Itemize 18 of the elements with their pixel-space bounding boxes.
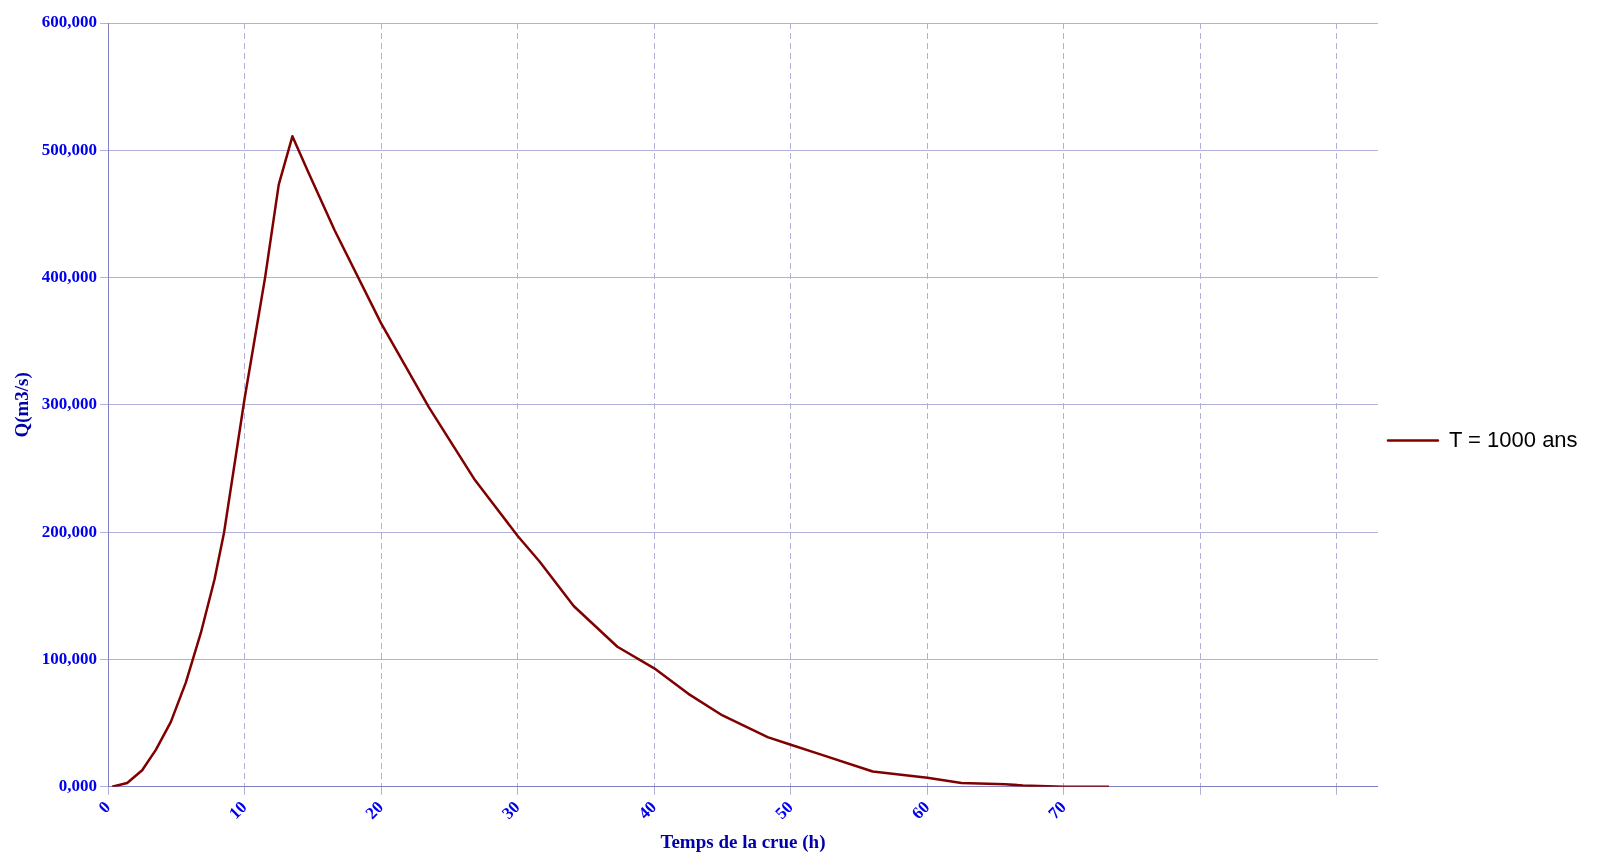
y-tick-label: 0,000: [58, 776, 98, 796]
y-axis-title: Q(m3/s): [11, 372, 34, 438]
x-tick-label: 10: [225, 797, 251, 823]
y-tick-label: 100,000: [41, 648, 98, 668]
y-tick-label: 300,000: [41, 394, 98, 414]
y-tick-label: 400,000: [41, 266, 98, 286]
x-tick-label: 40: [634, 797, 661, 823]
legend-label: T = 1000 ans: [1448, 426, 1578, 452]
x-tick-label: 70: [1044, 797, 1070, 823]
y-tick-label: 600,000: [41, 12, 98, 32]
y-tick-label: 500,000: [41, 139, 98, 159]
x-tick-label: 30: [498, 797, 524, 823]
x-tick-label: 50: [771, 797, 797, 823]
x-tick-label: 0: [94, 797, 114, 817]
x-tick-label: 60: [907, 797, 934, 823]
y-tick-label: 200,000: [41, 521, 98, 541]
x-tick-label: 20: [361, 797, 388, 823]
x-axis-title: Temps de la crue (h): [660, 830, 826, 853]
